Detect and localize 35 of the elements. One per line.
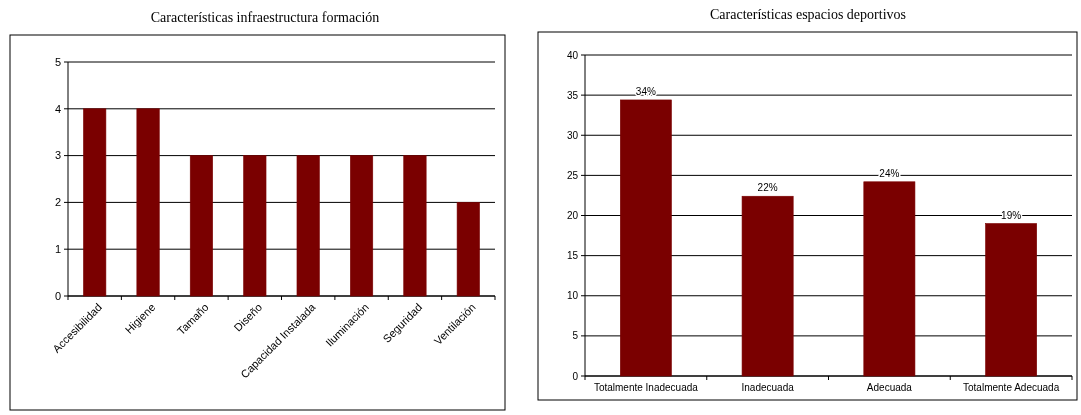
bar: [456, 202, 480, 297]
y-tick-label: 10: [566, 290, 579, 302]
y-tick-label: 0: [572, 370, 579, 382]
y-tick-label: 15: [566, 250, 579, 262]
y-tick-label: 35: [566, 89, 579, 101]
bar: [296, 155, 320, 297]
data-label: 22%: [757, 182, 778, 194]
chart-title: Características espacios deportivos: [710, 7, 906, 22]
bar: [189, 155, 213, 297]
bar: [863, 181, 916, 377]
y-tick-label: 1: [54, 243, 61, 256]
bar: [741, 195, 794, 377]
data-label: 34%: [635, 85, 656, 97]
bar: [403, 155, 427, 297]
y-tick-label: 5: [54, 55, 61, 68]
x-tick-label: Totalmente Inadecuada: [593, 382, 699, 393]
y-tick-label: 40: [566, 49, 579, 61]
y-tick-label: 20: [566, 210, 579, 221]
y-tick-label: 3: [54, 149, 61, 162]
bar: [350, 155, 374, 297]
bar: [243, 155, 267, 297]
bar: [83, 108, 107, 297]
bar: [985, 223, 1037, 377]
bar: [620, 99, 672, 377]
x-tick-label: Inadecuada: [741, 382, 795, 393]
y-tick-label: 30: [566, 129, 579, 141]
y-tick-label: 4: [54, 102, 61, 115]
bar: [136, 108, 160, 297]
y-tick-label: 0: [54, 289, 61, 302]
y-tick-label: 25: [566, 169, 579, 181]
y-tick-label: 5: [572, 330, 579, 342]
x-tick-label: Adecuada: [866, 382, 913, 393]
chart-title: Características infraestructura formación: [150, 10, 380, 25]
y-tick-label: 2: [54, 196, 61, 209]
x-tick-label: Totalmente Adecuada: [963, 382, 1060, 393]
